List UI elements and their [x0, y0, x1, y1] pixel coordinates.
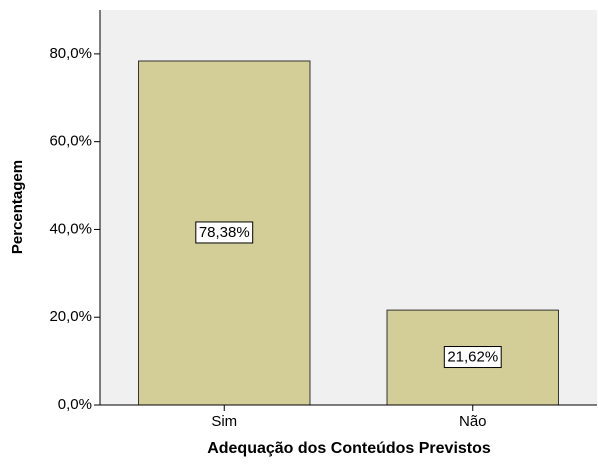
y-tick-label: 60,0%: [49, 133, 92, 150]
y-tick-label: 0,0%: [58, 396, 92, 413]
y-tick-label: 80,0%: [49, 45, 92, 62]
x-axis-label: Adequação dos Conteúdos Previstos: [207, 440, 491, 457]
y-tick-label: 20,0%: [49, 308, 92, 325]
value-label-box: [443, 346, 502, 369]
x-tick-label: Sim: [211, 413, 237, 430]
x-tick-label: Não: [459, 413, 487, 430]
y-axis-label: Percentagem: [9, 160, 26, 254]
value-label: 21,62%: [447, 349, 498, 366]
bar: [138, 60, 311, 406]
value-label: 78,38%: [199, 224, 250, 241]
value-label-box: [195, 221, 254, 244]
y-tick-label: 40,0%: [49, 220, 92, 237]
